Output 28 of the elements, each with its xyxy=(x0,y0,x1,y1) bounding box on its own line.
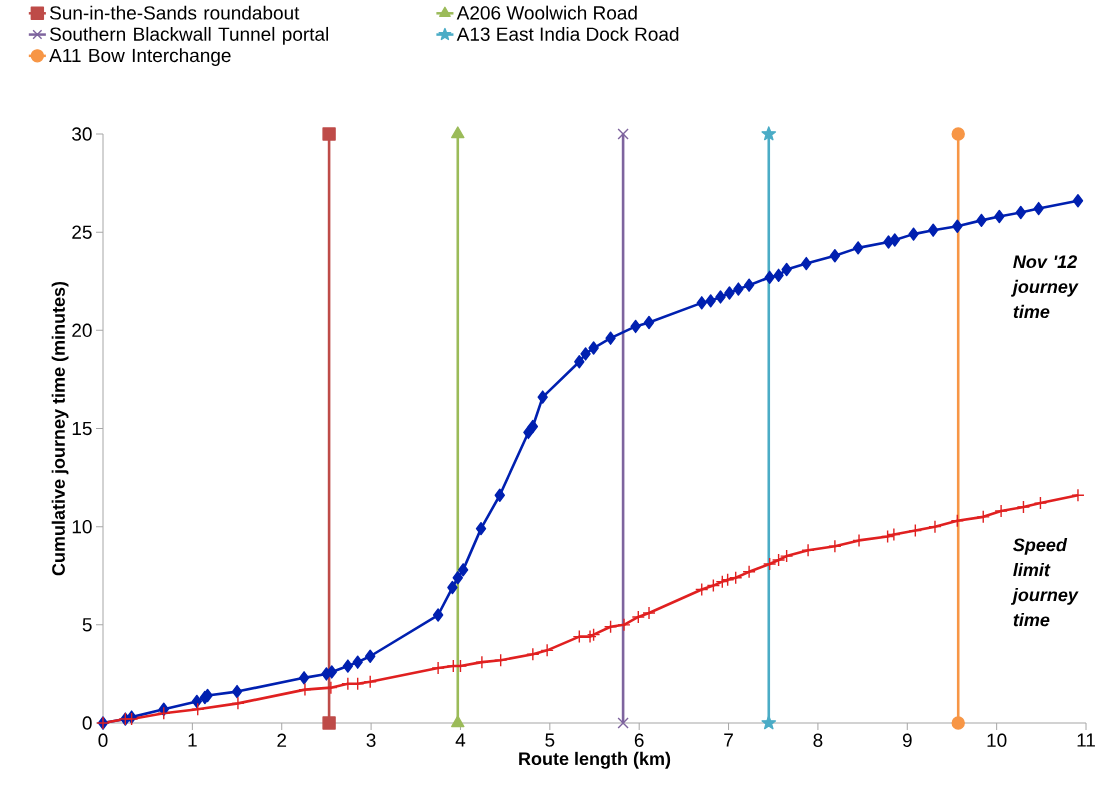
y-tick-label: 20 xyxy=(72,323,92,338)
x-tick-label: 3 xyxy=(366,733,376,747)
x-tick-label: 9 xyxy=(902,733,912,747)
series-label: Nov '12 journey time xyxy=(1010,255,1079,319)
legend-label: A206 Woolwich Road xyxy=(456,5,637,20)
x-tick-label: 5 xyxy=(545,733,555,747)
x-tick-label: 1 xyxy=(188,733,197,747)
y-axis-title: Cumulative journey time (minutes) xyxy=(51,281,69,576)
x-tick-label: 10 xyxy=(987,733,1007,747)
x-tick-label: 2 xyxy=(277,733,287,747)
legend-label: Sun-in-the-Sands roundabout xyxy=(49,5,300,20)
series-label: Speed limit journey time xyxy=(1010,538,1079,627)
x-tick-label: 0 xyxy=(98,733,108,747)
y-tick-label: 10 xyxy=(72,519,92,534)
y-tick-label: 0 xyxy=(82,716,92,730)
legend-label: A13 East India Dock Road xyxy=(456,26,679,41)
legend-label: Southern Blackwall Tunnel portal xyxy=(49,26,329,45)
x-tick-label: 8 xyxy=(813,733,823,747)
legend-label: A11 Bow Interchange xyxy=(49,48,231,66)
x-tick-label: 11 xyxy=(1077,733,1095,747)
y-tick-label: 25 xyxy=(72,225,92,239)
y-tick-label: 15 xyxy=(72,421,92,436)
y-tick-label: 5 xyxy=(82,618,92,632)
x-tick-label: 4 xyxy=(455,733,466,747)
x-tick-label: 6 xyxy=(634,733,644,747)
x-tick-label: 7 xyxy=(724,733,733,747)
y-tick-label: 30 xyxy=(72,127,92,141)
x-axis-title: Route length (km) xyxy=(519,751,671,769)
